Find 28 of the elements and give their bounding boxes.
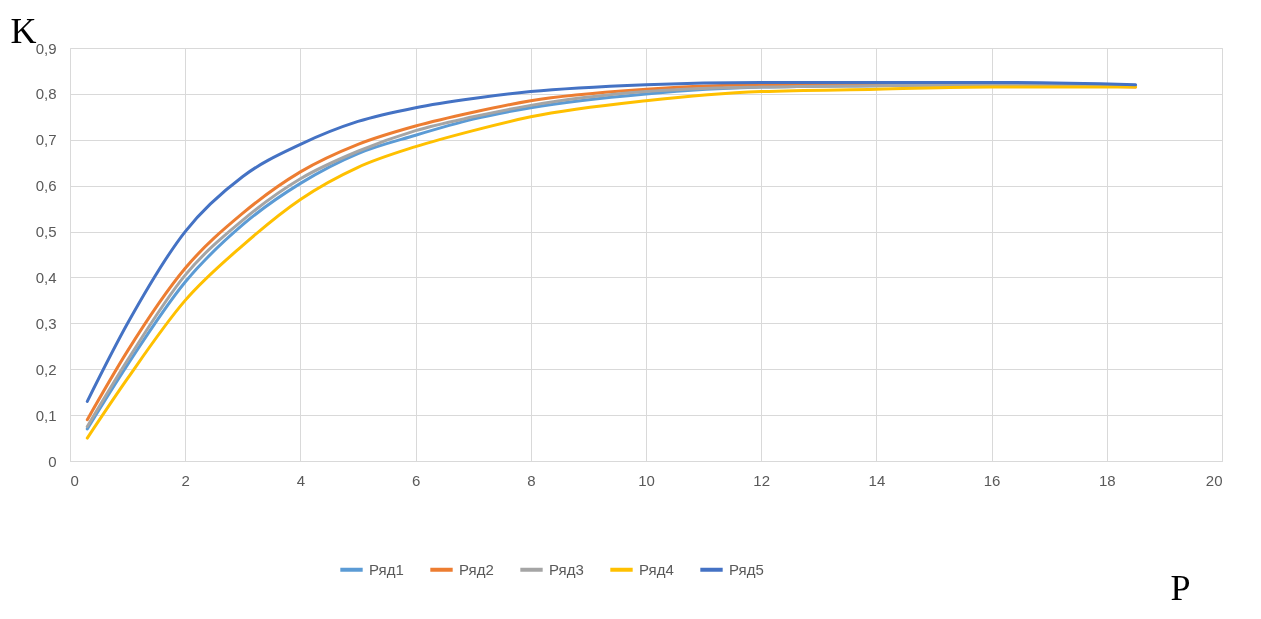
- legend-label: Ряд3: [549, 560, 584, 578]
- y-axis-title: K: [10, 10, 37, 51]
- y-tick-label: 0,7: [35, 131, 57, 149]
- y-tick-label: 0: [48, 452, 57, 470]
- x-tick-label: 10: [638, 471, 655, 489]
- y-tick-label: 0,4: [35, 268, 57, 286]
- x-tick-label: 2: [181, 471, 190, 489]
- x-tick-label: 8: [527, 471, 536, 489]
- x-tick-label: 14: [868, 471, 886, 489]
- legend-label: Ряд5: [729, 560, 764, 578]
- x-tick-label: 4: [296, 471, 306, 489]
- y-tick-label: 0,1: [35, 406, 57, 424]
- legend-label: Ряд2: [459, 560, 494, 578]
- x-tick-label: 12: [753, 471, 771, 489]
- y-tick-label: 0,3: [35, 314, 57, 332]
- x-tick-label: 16: [983, 471, 1001, 489]
- legend-label: Ряд4: [639, 560, 674, 578]
- x-tick-label: 0: [70, 471, 79, 489]
- x-axis-title: P: [1170, 567, 1191, 608]
- y-tick-label: 0,5: [35, 223, 57, 241]
- x-tick-label: 20: [1205, 471, 1223, 489]
- y-tick-label: 0,6: [35, 177, 57, 195]
- y-tick-label: 0,9: [35, 39, 57, 57]
- y-tick-label: 0,8: [35, 85, 57, 103]
- y-tick-label: 0,2: [35, 360, 57, 378]
- x-tick-label: 6: [411, 471, 421, 489]
- x-tick-label: 18: [1098, 471, 1116, 489]
- legend-label: Ряд1: [369, 560, 404, 578]
